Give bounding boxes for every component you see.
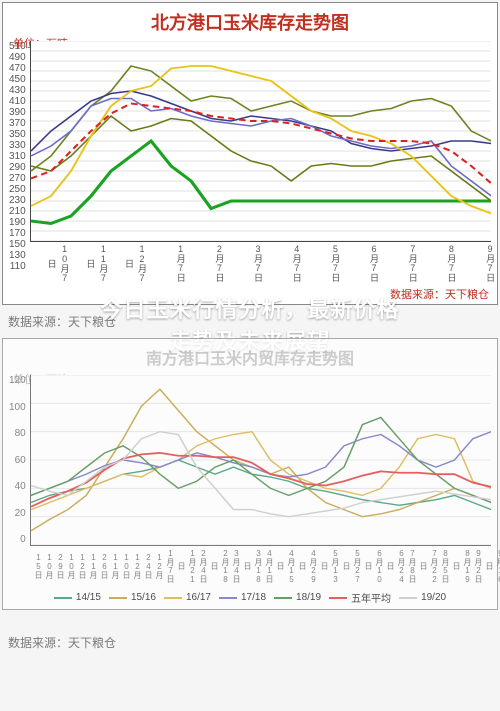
- chart1-plot: [30, 41, 491, 242]
- chart1-title: 北方港口玉米库存走势图: [3, 3, 497, 37]
- chart2-title: 南方港口玉米内贸库存走势图: [3, 339, 497, 371]
- chart2-xaxis: 10月15日10月29日11月12日11月26日12月10日12月24日1月7日…: [3, 546, 497, 586]
- chart1-xaxis: 10月7日11月7日12月7日1月7日2月7日3月7日4月7日5月7日6月7日7…: [3, 242, 497, 284]
- legend-item: 五年平均: [329, 590, 391, 605]
- south-port-chart: 南方港口玉米内贸库存走势图 单位：万吨 120100806040200 10月1…: [2, 338, 498, 610]
- mid-source: 数据来源：天下粮仓: [0, 307, 500, 336]
- legend-item: 16/17: [164, 590, 211, 605]
- legend-item: 15/16: [109, 590, 156, 605]
- chart1-yaxis: 5104904704504304103903703503303102902702…: [9, 41, 30, 241]
- legend-item: 19/20: [399, 590, 446, 605]
- chart1-source: 数据来源：天下粮仓: [3, 284, 497, 304]
- chart2-yaxis: 120100806040200: [9, 375, 30, 545]
- chart2-plot: [30, 375, 491, 546]
- legend-item: 14/15: [54, 590, 101, 605]
- legend-item: 18/19: [274, 590, 321, 605]
- north-port-chart: 北方港口玉米库存走势图 单位：万吨 19/2014/1515/1616/1717…: [2, 2, 498, 305]
- footer-source: 数据来源：天下粮仓: [0, 628, 500, 657]
- legend-item: 17/18: [219, 590, 266, 605]
- chart2-legend: 14/15 15/16 16/17 17/18 18/19 五年平均 19/20: [3, 586, 497, 609]
